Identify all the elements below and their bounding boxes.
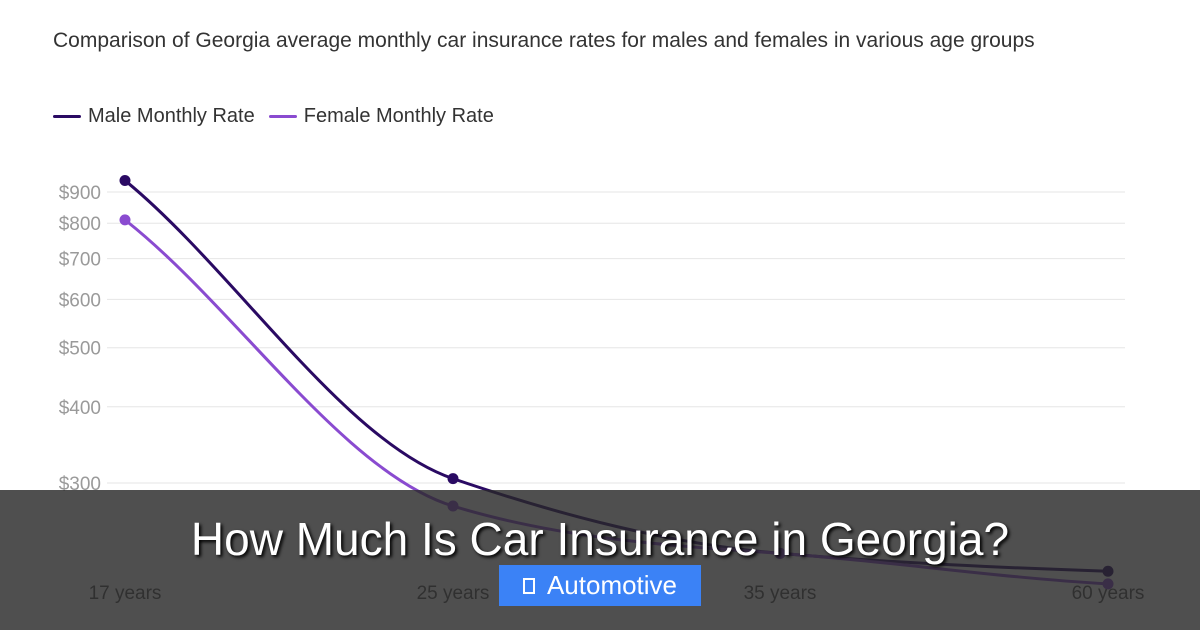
y-tick-label: $300 <box>59 474 101 495</box>
y-tick-label: $500 <box>59 339 101 360</box>
data-point-female[interactable] <box>119 214 131 226</box>
chart-subtitle: Comparison of Georgia average monthly ca… <box>53 29 1035 52</box>
data-point-male[interactable] <box>119 174 131 186</box>
chart-legend: Male Monthly Rate Female Monthly Rate <box>53 105 508 128</box>
y-tick-label: $600 <box>59 290 101 311</box>
page-title: How Much Is Car Insurance in Georgia? <box>190 513 1010 565</box>
legend-label-male: Male Monthly Rate <box>88 105 255 127</box>
category-badge[interactable]: Automotive <box>499 565 701 606</box>
y-tick-label: $400 <box>59 398 101 419</box>
y-tick-label: $800 <box>59 214 101 235</box>
y-tick-label: $900 <box>59 183 101 204</box>
y-tick-label: $700 <box>59 250 101 271</box>
folder-icon <box>522 577 535 594</box>
data-point-male[interactable] <box>447 473 459 485</box>
legend-swatch-female <box>268 115 297 118</box>
legend-item-female[interactable]: Female Monthly Rate <box>268 105 494 128</box>
category-label: Automotive <box>546 570 678 600</box>
legend-item-male[interactable]: Male Monthly Rate <box>53 105 255 128</box>
legend-swatch-male <box>53 115 81 118</box>
title-overlay <box>0 490 1200 630</box>
legend-label-female: Female Monthly Rate <box>303 105 494 127</box>
